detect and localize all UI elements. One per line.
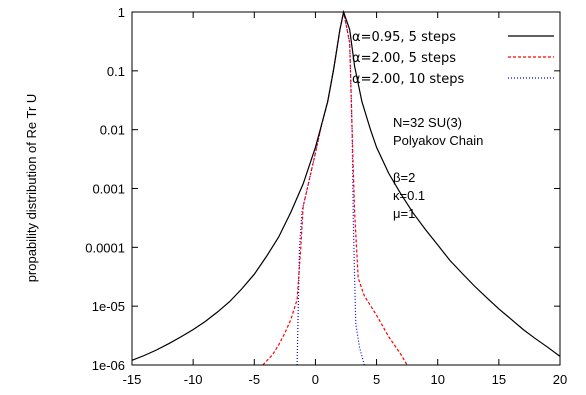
annotation-text: Polyakov Chain bbox=[393, 133, 483, 148]
y-tick-label: 0.01 bbox=[100, 123, 125, 138]
y-tick-label: 1e-05 bbox=[92, 299, 125, 314]
x-tick-label: 10 bbox=[430, 372, 444, 387]
annotation-text: N=32 SU(3) bbox=[393, 115, 462, 130]
legend-label: α=0.95, 5 steps bbox=[352, 30, 456, 45]
x-tick-label: -10 bbox=[184, 372, 203, 387]
x-tick-label: 0 bbox=[312, 372, 319, 387]
y-tick-label: 0.001 bbox=[92, 182, 125, 197]
x-tick-label: 20 bbox=[553, 372, 567, 387]
series-line bbox=[296, 11, 365, 366]
legend: α=0.95, 5 steps α=2.00, 5 steps α=2.00, 10… bbox=[352, 30, 554, 87]
legend-label: α=2.00, 10 steps bbox=[352, 72, 464, 87]
x-tick-label: 15 bbox=[492, 372, 506, 387]
ticks-layer: -15 -10 -5 0 5 10 15 20 1e-06 1e-05 0.0001 0.001 0.0… bbox=[85, 5, 567, 387]
y-tick-label: 1 bbox=[118, 5, 125, 20]
y-axis-title: propability distribution of Re Tr U bbox=[24, 94, 39, 283]
legend-label: α=2.00, 5 steps bbox=[352, 51, 456, 66]
series-line bbox=[262, 11, 408, 366]
annotation-text: β=2 bbox=[393, 170, 415, 185]
y-tick-label: 0.0001 bbox=[85, 240, 125, 255]
x-tick-label: 5 bbox=[373, 372, 380, 387]
annotation-text: κ=0.1 bbox=[393, 188, 425, 203]
x-tick-label: -15 bbox=[123, 372, 142, 387]
y-tick-label: 0.1 bbox=[107, 64, 125, 79]
annotations: N=32 SU(3) Polyakov Chain β=2 κ=0.1 μ=1 bbox=[393, 115, 483, 221]
y-tick-label: 1e-06 bbox=[92, 358, 125, 373]
annotation-text: μ=1 bbox=[393, 206, 415, 221]
x-tick-label: -5 bbox=[249, 372, 261, 387]
